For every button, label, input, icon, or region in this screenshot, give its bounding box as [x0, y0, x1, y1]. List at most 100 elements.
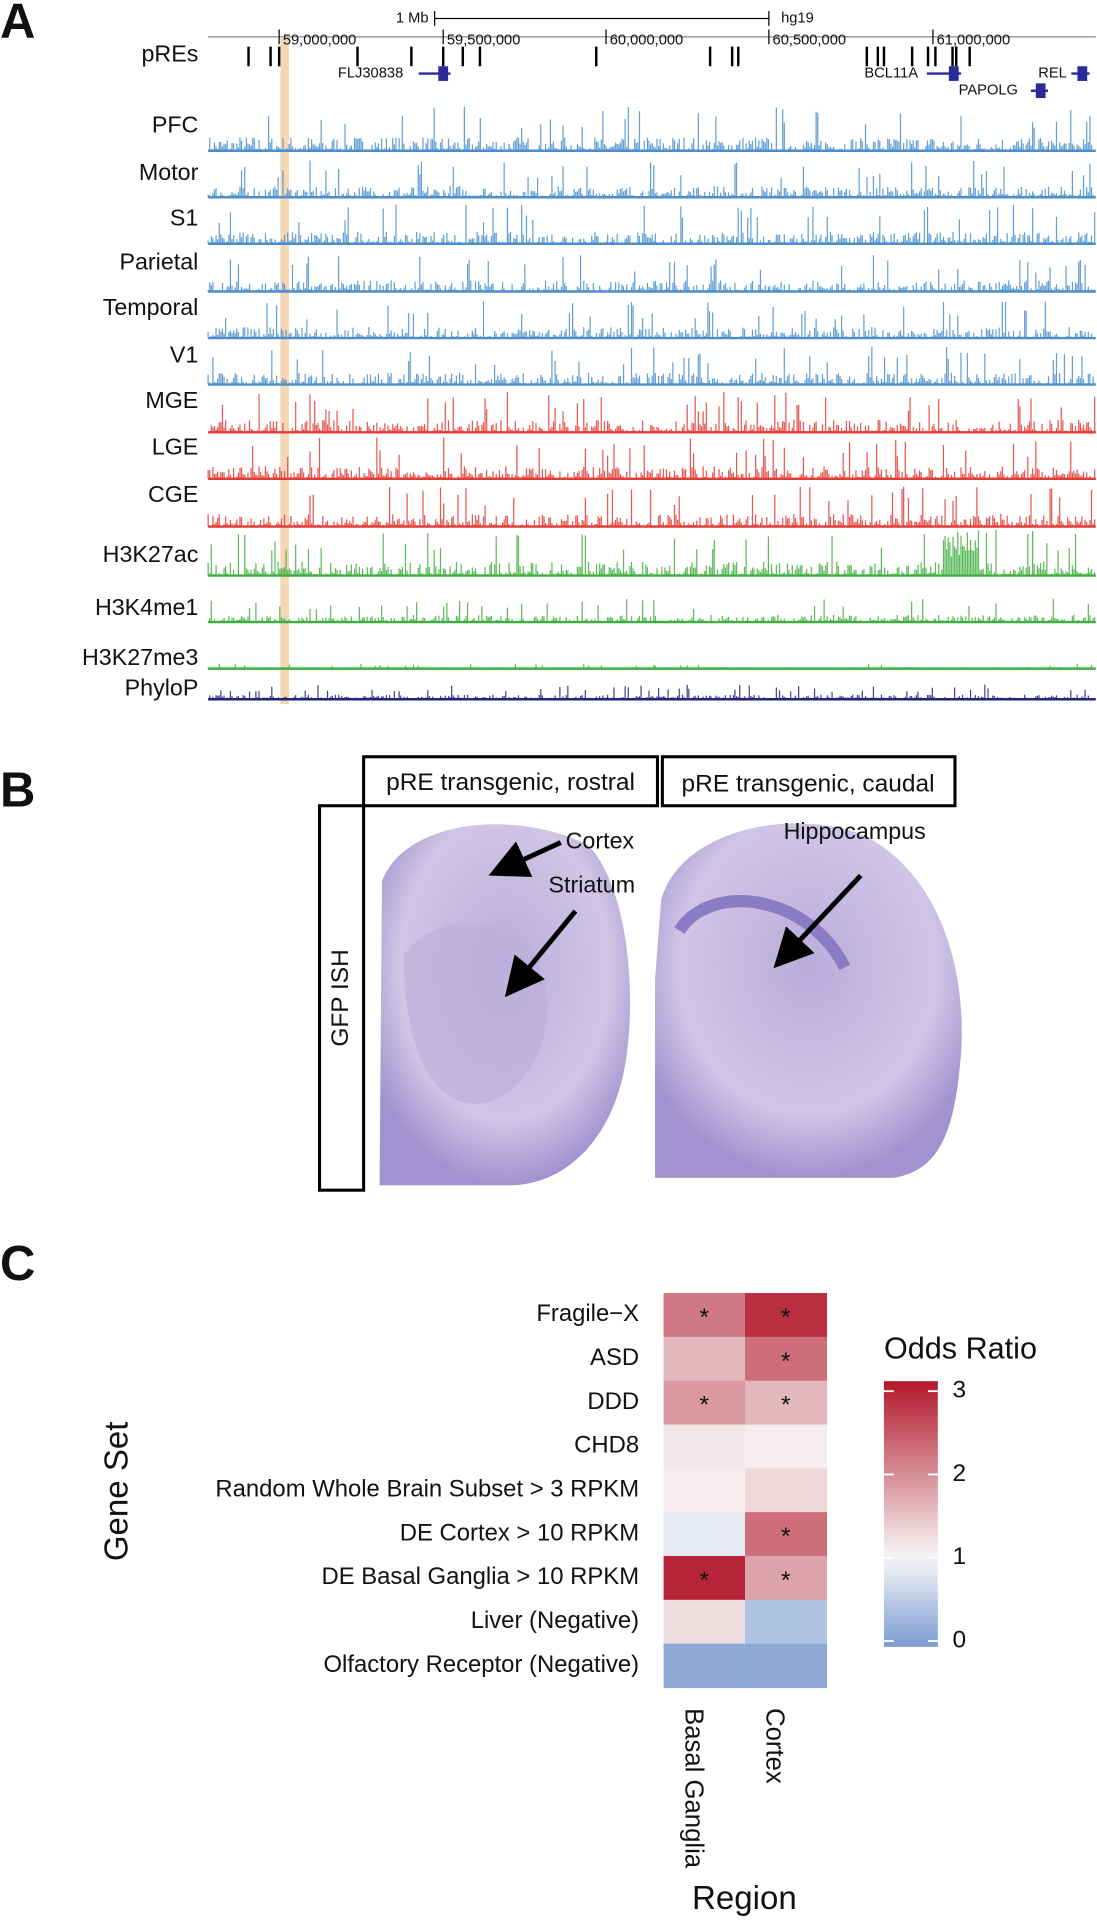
signal-track — [207, 486, 1096, 527]
track-label: Motor — [139, 159, 199, 185]
track-label: pREs — [141, 40, 198, 66]
colorbar-title: Odds Ratio — [884, 1332, 1037, 1366]
y-tick-label: DDD — [587, 1388, 639, 1415]
x-tick-label: Cortex — [761, 1708, 789, 1784]
panel-label: C — [0, 1237, 35, 1291]
y-tick-label: Fragile−X — [536, 1300, 639, 1327]
signal-track — [207, 346, 1096, 385]
signal-track — [207, 301, 1094, 339]
coordinate-label: 60,000,000 — [610, 32, 684, 48]
signal-track — [209, 684, 1096, 700]
signal-track — [207, 160, 1096, 198]
gene-exon — [438, 66, 449, 81]
track-label: LGE — [152, 433, 199, 459]
heatmap-cell — [745, 1556, 828, 1601]
brain-section-caudal — [655, 823, 962, 1178]
track-label: S1 — [170, 204, 198, 230]
x-axis-title: Region — [692, 1880, 797, 1917]
heatmap-cell — [663, 1424, 746, 1469]
colorbar-tick-label: 1 — [953, 1543, 967, 1570]
heatmap-cell — [663, 1336, 746, 1382]
significance-mark: * — [781, 1523, 791, 1550]
heatmap-cell — [663, 1599, 746, 1645]
track-label: V1 — [170, 342, 198, 368]
signal-track — [207, 204, 1096, 244]
pre-ticks — [247, 46, 971, 67]
gene-label: REL — [1038, 65, 1067, 81]
gene-exon — [1077, 66, 1088, 81]
track-label: H3K27ac — [103, 541, 199, 567]
y-tick-label: DE Basal Ganglia > 10 RPKM — [321, 1563, 639, 1590]
annotation: Hippocampus — [784, 818, 926, 844]
significance-mark: * — [781, 1304, 791, 1331]
significance-mark: * — [781, 1392, 791, 1419]
track-label: MGE — [145, 387, 198, 413]
column-header-box — [660, 755, 957, 808]
significance-mark: * — [781, 1348, 791, 1375]
y-tick-label: Liver (Negative) — [471, 1607, 639, 1634]
signal-track — [207, 598, 1096, 623]
gene-label: FLJ30838 — [338, 65, 403, 81]
highlight-region — [280, 36, 289, 705]
column-header-box — [362, 755, 659, 808]
coordinate-label: 59,000,000 — [283, 32, 357, 48]
heatmap-cell — [745, 1336, 828, 1382]
colorbar-tick-label: 2 — [953, 1460, 967, 1487]
heatmap-cell — [663, 1468, 746, 1513]
genome-scale — [208, 11, 1096, 38]
signal-track — [207, 529, 1096, 576]
colorbar — [883, 1381, 938, 1647]
significance-mark: * — [700, 1304, 710, 1331]
heatmap-cell — [663, 1380, 746, 1426]
track-label: H3K4me1 — [95, 594, 198, 620]
track-label: Temporal — [103, 294, 199, 320]
track-label: PFC — [152, 111, 199, 137]
significance-mark: * — [781, 1567, 791, 1594]
signal-track — [207, 391, 1096, 433]
panel-label: A — [0, 0, 35, 49]
significance-mark: * — [700, 1392, 710, 1419]
gene-label: PAPOLG — [959, 83, 1018, 99]
arrows — [488, 840, 863, 998]
heatmap-cell — [663, 1512, 746, 1557]
colorbar-tick-label: 0 — [953, 1626, 967, 1653]
heatmap-cell — [663, 1643, 746, 1689]
track-label: Parietal — [119, 248, 198, 274]
coordinate-label: 61,000,000 — [937, 32, 1011, 48]
annotation: Cortex — [566, 828, 635, 854]
row-header-box — [318, 804, 366, 1192]
y-axis-title: Gene Set — [98, 1422, 135, 1562]
signal-track — [207, 437, 1096, 479]
track-label: H3K27me3 — [82, 644, 198, 670]
y-tick-label: CHD8 — [574, 1432, 639, 1459]
coordinate-label: 60,500,000 — [773, 32, 847, 48]
y-tick-label: Random Whole Brain Subset > 3 RPKM — [215, 1476, 639, 1503]
y-tick-label: ASD — [590, 1344, 639, 1371]
heatmap-cell — [745, 1424, 828, 1469]
heatmap-cell — [745, 1599, 828, 1645]
heatmap-cell — [745, 1293, 828, 1338]
track-label: PhyloP — [125, 675, 199, 701]
y-tick-label: Olfactory Receptor (Negative) — [324, 1651, 640, 1678]
assembly: hg19 — [781, 10, 814, 26]
gene-exon — [1035, 83, 1046, 99]
column-header: pRE transgenic, caudal — [682, 770, 935, 797]
heatmap-cell — [745, 1380, 828, 1426]
column-header: pRE transgenic, rostral — [386, 769, 635, 796]
coordinate-label: 59,500,000 — [447, 32, 521, 48]
signal-track — [209, 106, 1096, 151]
panel-label: B — [0, 763, 35, 817]
heatmap-cell — [663, 1556, 746, 1601]
hippocampus-region — [674, 895, 851, 971]
gene-exon — [948, 66, 959, 81]
y-tick-label: DE Cortex > 10 RPKM — [400, 1519, 639, 1546]
gene-label: BCL11A — [864, 65, 918, 81]
x-tick-label: Basal Ganglia — [679, 1708, 707, 1869]
row-header: GFP ISH — [327, 949, 354, 1046]
signal-track — [207, 255, 1096, 292]
track-label: CGE — [148, 481, 198, 507]
heatmap-cell — [745, 1512, 828, 1557]
scale-size: 1 Mb — [396, 10, 429, 26]
